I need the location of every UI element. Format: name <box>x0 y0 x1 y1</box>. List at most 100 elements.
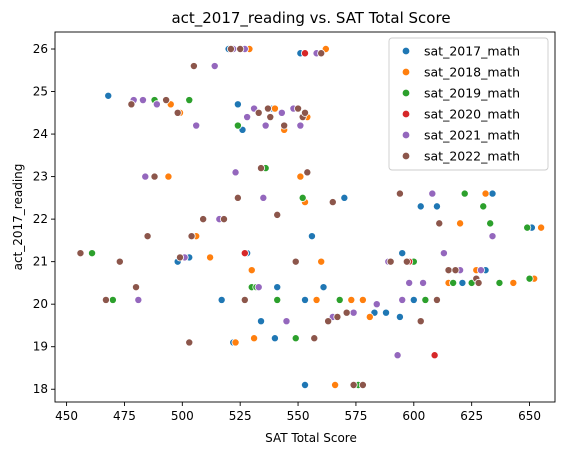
data-point <box>476 266 485 275</box>
y-tick-label: 25 <box>33 85 48 99</box>
data-point <box>432 295 441 304</box>
series-sat_2022_math <box>76 45 483 389</box>
data-point <box>395 312 404 321</box>
data-point <box>282 317 291 326</box>
data-point <box>266 113 275 122</box>
legend-item: sat_2017_math <box>401 44 520 59</box>
data-point <box>402 257 411 266</box>
data-point <box>233 193 242 202</box>
data-point <box>277 108 286 117</box>
data-point <box>270 334 279 343</box>
data-point <box>296 121 305 130</box>
data-point <box>474 278 483 287</box>
data-point <box>458 278 467 287</box>
data-point <box>523 223 532 232</box>
series-sat_2021_math <box>129 45 497 360</box>
data-point <box>312 295 321 304</box>
legend-marker <box>401 130 411 140</box>
data-point <box>280 121 289 130</box>
legend-label: sat_2018_math <box>424 65 520 80</box>
data-point <box>372 300 381 309</box>
data-point <box>185 338 194 347</box>
data-point <box>254 283 263 292</box>
data-point <box>430 351 439 360</box>
data-point <box>460 189 469 198</box>
data-point <box>270 104 279 113</box>
y-tick-label: 23 <box>33 170 48 184</box>
data-point <box>331 380 340 389</box>
data-point <box>233 121 242 130</box>
data-point <box>324 317 333 326</box>
data-point <box>307 232 316 241</box>
data-point <box>189 62 198 71</box>
legend-label: sat_2019_math <box>424 86 520 101</box>
data-point <box>347 295 356 304</box>
data-point <box>393 351 402 360</box>
x-tick-label: 475 <box>113 409 136 423</box>
y-tick-label: 18 <box>33 382 48 396</box>
legend-item: sat_2019_math <box>401 86 520 101</box>
legend-marker <box>401 67 411 77</box>
x-tick-label: 650 <box>518 409 541 423</box>
data-point <box>509 278 518 287</box>
data-point <box>481 189 490 198</box>
x-tick-label: 550 <box>287 409 310 423</box>
data-point <box>349 308 358 317</box>
legend-marker <box>401 46 411 56</box>
data-point <box>185 96 194 105</box>
data-point <box>335 295 344 304</box>
data-point <box>115 257 124 266</box>
data-point <box>449 278 458 287</box>
data-point <box>231 168 240 177</box>
data-point <box>259 193 268 202</box>
data-point <box>495 278 504 287</box>
legend-label: sat_2021_math <box>424 128 520 143</box>
data-point <box>141 172 150 181</box>
data-point <box>479 202 488 211</box>
data-point <box>254 108 263 117</box>
data-point <box>342 308 351 317</box>
x-axis: 450 475 500 525 550 575 600 625 650 <box>55 402 541 423</box>
data-point <box>231 338 240 347</box>
y-tick-label: 22 <box>33 212 48 226</box>
legend-item: sat_2020_math <box>401 107 520 122</box>
data-point <box>439 249 448 258</box>
legend: sat_2017_math sat_2018_math sat_2019_maths… <box>388 37 549 171</box>
data-point <box>250 334 259 343</box>
data-point <box>300 380 309 389</box>
x-tick-label: 525 <box>229 409 252 423</box>
data-point <box>317 257 326 266</box>
data-point <box>240 249 249 258</box>
y-axis-label: act_2017_reading <box>11 164 25 271</box>
data-point <box>226 45 235 54</box>
data-point <box>164 172 173 181</box>
data-point <box>104 91 113 100</box>
data-point <box>382 308 391 317</box>
legend-item: sat_2021_math <box>401 128 520 143</box>
data-point <box>310 334 319 343</box>
data-point <box>273 210 282 219</box>
legend-marker <box>401 88 411 98</box>
data-point <box>488 232 497 241</box>
legend-box <box>388 37 549 171</box>
data-point <box>298 193 307 202</box>
data-point <box>486 219 495 228</box>
x-tick-label: 625 <box>460 409 483 423</box>
data-point <box>358 380 367 389</box>
y-tick-label: 26 <box>33 42 48 56</box>
legend-item: sat_2018_math <box>401 65 520 80</box>
legend-marker <box>401 109 411 119</box>
data-point <box>88 249 97 258</box>
data-point <box>257 317 266 326</box>
data-point <box>409 295 418 304</box>
data-point <box>300 295 309 304</box>
data-point <box>291 334 300 343</box>
data-point <box>416 317 425 326</box>
data-point <box>398 295 407 304</box>
x-tick-label: 450 <box>55 409 78 423</box>
data-point <box>152 100 161 109</box>
data-point <box>240 295 249 304</box>
data-point <box>349 380 358 389</box>
data-point <box>263 104 272 113</box>
